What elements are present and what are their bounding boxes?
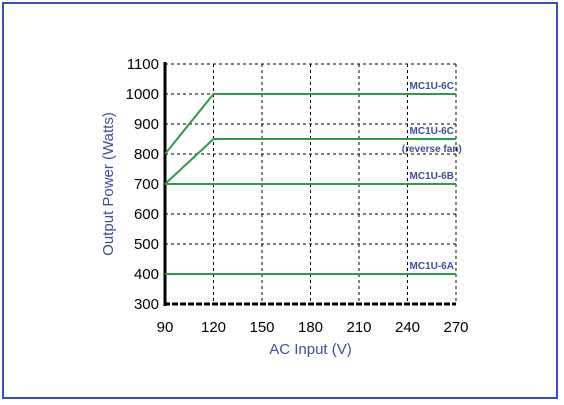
- y-axis-title: Output Power (Watts): [100, 112, 117, 256]
- chart-frame: 300 400 500 600 700 800 900 1000 1100 90 120 150 180…: [2, 2, 558, 399]
- y-tick-label: 500: [134, 236, 159, 253]
- series-line-2: [164, 138, 456, 185]
- series-label: MC1U-6B: [410, 171, 454, 182]
- x-tick-label: 150: [249, 319, 274, 336]
- series-label: MC1U-6A: [410, 261, 454, 272]
- y-tick-label: 1000: [126, 86, 159, 103]
- series-label: (reverse fan): [402, 144, 462, 155]
- y-tick-label: 900: [134, 116, 159, 133]
- x-tick-label: 240: [395, 319, 420, 336]
- series-label: MC1U-6C: [410, 126, 454, 137]
- y-tick-label: 400: [134, 266, 159, 283]
- power-chart: 300 400 500 600 700 800 900 1000 1100 90 120 150 180…: [100, 56, 469, 358]
- x-tick-label: 210: [346, 319, 371, 336]
- x-tick-label: 180: [298, 319, 323, 336]
- series-label: MC1U-6C: [410, 81, 454, 92]
- x-tick-label: 120: [201, 319, 226, 336]
- x-tick-label: 90: [157, 319, 174, 336]
- y-tick-label: 600: [134, 206, 159, 223]
- y-tick-label: 700: [134, 176, 159, 193]
- y-tick-label: 1100: [127, 56, 159, 73]
- x-tick-label: 270: [443, 319, 468, 336]
- series-line-1: [164, 93, 456, 155]
- x-axis-title: AC Input (V): [269, 341, 352, 358]
- y-tick-label: 800: [134, 146, 159, 163]
- y-tick-label: 300: [134, 296, 159, 313]
